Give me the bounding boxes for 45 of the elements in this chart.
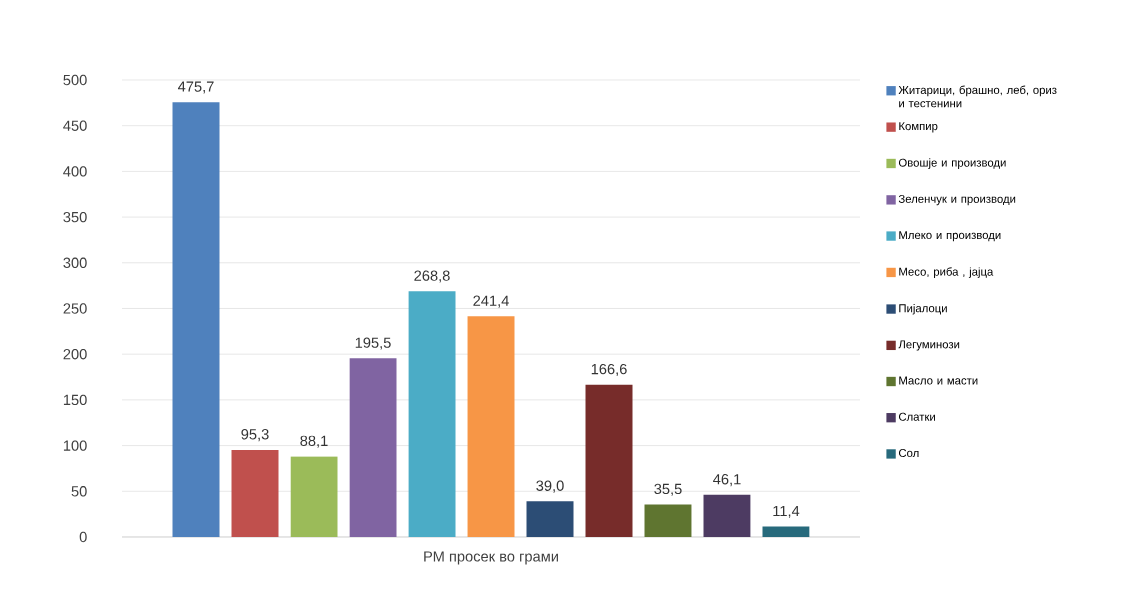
bar <box>172 102 220 537</box>
bar <box>290 456 338 537</box>
legend-label: Сол <box>898 448 919 457</box>
y-tick-label: 300 <box>63 257 87 268</box>
y-tick-label: 150 <box>63 394 87 406</box>
data-label: 475,7 <box>177 81 214 94</box>
data-label: 195,5 <box>355 337 391 350</box>
data-label: 95,3 <box>241 429 269 442</box>
bar <box>703 494 751 537</box>
data-label: 241,4 <box>473 295 509 308</box>
y-tick-label: 200 <box>63 349 87 360</box>
bar <box>349 358 397 537</box>
legend-label: Пијалоци <box>899 303 947 315</box>
bar <box>467 316 515 537</box>
y-tick-label: 350 <box>63 211 87 223</box>
y-tick-label: 100 <box>63 440 87 451</box>
data-label: 35,5 <box>654 483 682 496</box>
y-tick-label: 500 <box>63 74 87 86</box>
data-label: 268,8 <box>414 270 450 283</box>
y-tick-label: 50 <box>71 486 87 497</box>
bar <box>762 526 810 537</box>
data-label: 46,1 <box>713 474 741 487</box>
x-tick-label: РМ просек во грами <box>424 551 558 565</box>
bar <box>585 384 633 537</box>
legend-label: Житарици, брашно, леб, ориз и тестенини <box>898 85 1057 108</box>
bar <box>644 504 692 537</box>
legend-label: Масло и масти <box>899 376 978 385</box>
bar <box>231 449 279 537</box>
legend-label: Слатки <box>898 412 935 421</box>
legend-label: Овошје и производи <box>898 158 1006 169</box>
legend-label: Зеленчук и производи <box>898 194 1016 206</box>
legend-label: Легуминози <box>898 340 960 351</box>
y-tick-label: 450 <box>63 120 87 131</box>
bar <box>526 501 574 537</box>
bar <box>408 291 456 537</box>
y-tick-label: 400 <box>63 166 87 177</box>
data-label: 166,6 <box>591 363 627 377</box>
data-label: 88,1 <box>300 435 328 448</box>
y-tick-label: 0 <box>79 531 87 543</box>
legend-label: Млеко и производи <box>899 231 1001 242</box>
legend-label: Компир <box>899 122 938 133</box>
y-tick-label: 250 <box>63 303 87 314</box>
data-label: 39,0 <box>536 480 564 493</box>
legend-label: Месо, риба , јајца <box>899 267 994 278</box>
data-label: 11,4 <box>773 505 800 518</box>
